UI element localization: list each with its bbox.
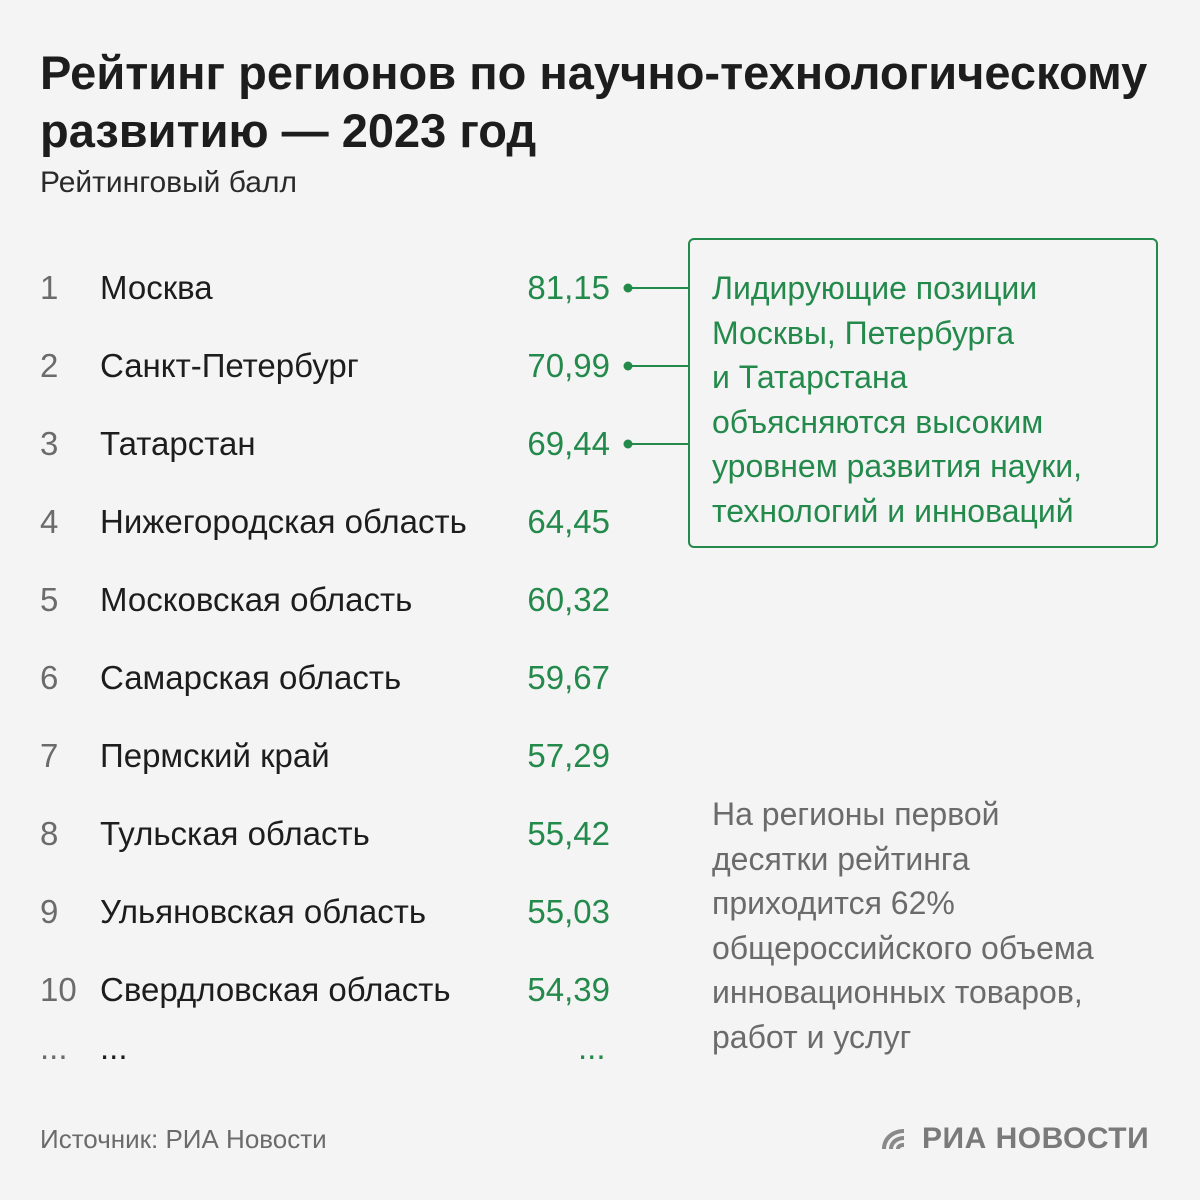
callout-box: Лидирующие позиции Москвы, Петербурга и … bbox=[688, 238, 1158, 548]
score-value: 57,29 bbox=[527, 737, 610, 774]
note-line: На регионы первой bbox=[712, 796, 1000, 832]
callout-line: Москвы, Петербурга bbox=[712, 314, 1015, 351]
score-value: 55,03 bbox=[527, 893, 610, 930]
region-name: Санкт-Петербург bbox=[100, 347, 359, 384]
chart-subtitle: Рейтинговый балл bbox=[40, 166, 297, 199]
ria-logo: РИА НОВОСТИ bbox=[878, 1118, 1149, 1160]
table-row: 4 Нижегородская область 64,45 bbox=[0, 502, 640, 542]
score-value: 59,67 bbox=[527, 659, 610, 696]
ellipsis-region: ... bbox=[100, 1029, 128, 1066]
region-name: Москва bbox=[100, 269, 213, 306]
note-line: десятки рейтинга bbox=[712, 840, 970, 877]
note-line: приходится 62% bbox=[712, 885, 955, 921]
callout-line: уровнем развития науки, bbox=[712, 448, 1082, 484]
rank-number: 9 bbox=[40, 893, 59, 930]
table-row: 2 Санкт-Петербург 70,99 bbox=[0, 346, 640, 386]
rank-number: 3 bbox=[40, 425, 59, 462]
rank-number: 4 bbox=[40, 503, 59, 540]
note-line: работ и услуг bbox=[712, 1018, 912, 1055]
ellipsis-rank: ... bbox=[40, 1029, 68, 1066]
source-text: Источник: РИА Новости bbox=[40, 1124, 327, 1154]
rank-number: 1 bbox=[40, 269, 59, 306]
ellipsis-value: ... bbox=[578, 1029, 606, 1066]
rank-number: 5 bbox=[40, 581, 59, 618]
rank-number: 6 bbox=[40, 659, 59, 696]
region-name: Пермский край bbox=[100, 737, 330, 774]
region-name: Московская область bbox=[100, 581, 413, 618]
region-name: Татарстан bbox=[100, 425, 256, 462]
score-value: 60,32 bbox=[527, 581, 610, 618]
summary-note: На регионы первой десятки рейтинга прихо… bbox=[712, 792, 1162, 1059]
region-name: Свердловская область bbox=[100, 971, 451, 1008]
callout-line: объясняются высоким bbox=[712, 403, 1044, 440]
score-value: 69,44 bbox=[527, 425, 610, 462]
table-row: 1 Москва 81,15 bbox=[0, 268, 640, 308]
ria-logo-icon bbox=[882, 1129, 904, 1149]
table-row: 10 Свердловская область 54,39 bbox=[0, 970, 640, 1010]
note-line: общероссийского объема bbox=[712, 929, 1094, 966]
table-row: 5 Московская область 60,32 bbox=[0, 580, 640, 620]
region-name: Тульская область bbox=[100, 815, 370, 852]
callout-line: Лидирующие позиции bbox=[712, 270, 1038, 306]
score-value: 54,39 bbox=[527, 971, 610, 1008]
score-value: 81,15 bbox=[527, 269, 610, 306]
score-value: 55,42 bbox=[527, 815, 610, 852]
region-name: Нижегородская область bbox=[100, 503, 467, 540]
table-row: 6 Самарская область 59,67 bbox=[0, 658, 640, 698]
callout-line: и Татарстана bbox=[712, 359, 908, 395]
score-value: 70,99 bbox=[527, 347, 610, 384]
rank-number: 10 bbox=[40, 971, 77, 1008]
logo-text: РИА НОВОСТИ bbox=[922, 1122, 1150, 1155]
callout-line: технологий и инноваций bbox=[712, 492, 1074, 529]
rank-number: 7 bbox=[40, 737, 59, 774]
rank-number: 8 bbox=[40, 815, 59, 852]
page-title: Рейтинг регионов по научно-технологическ… bbox=[40, 46, 1148, 157]
score-value: 64,45 bbox=[527, 503, 610, 540]
region-name: Ульяновская область bbox=[100, 893, 427, 930]
table-row: 9 Ульяновская область 55,03 bbox=[0, 892, 640, 932]
note-line: инновационных товаров, bbox=[712, 974, 1083, 1010]
table-row: 3 Татарстан 69,44 bbox=[0, 424, 640, 464]
table-row: 8 Тульская область 55,42 bbox=[0, 814, 640, 854]
region-name: Самарская область bbox=[100, 659, 402, 696]
rank-number: 2 bbox=[40, 347, 59, 384]
table-row: 7 Пермский край 57,29 bbox=[0, 736, 640, 776]
